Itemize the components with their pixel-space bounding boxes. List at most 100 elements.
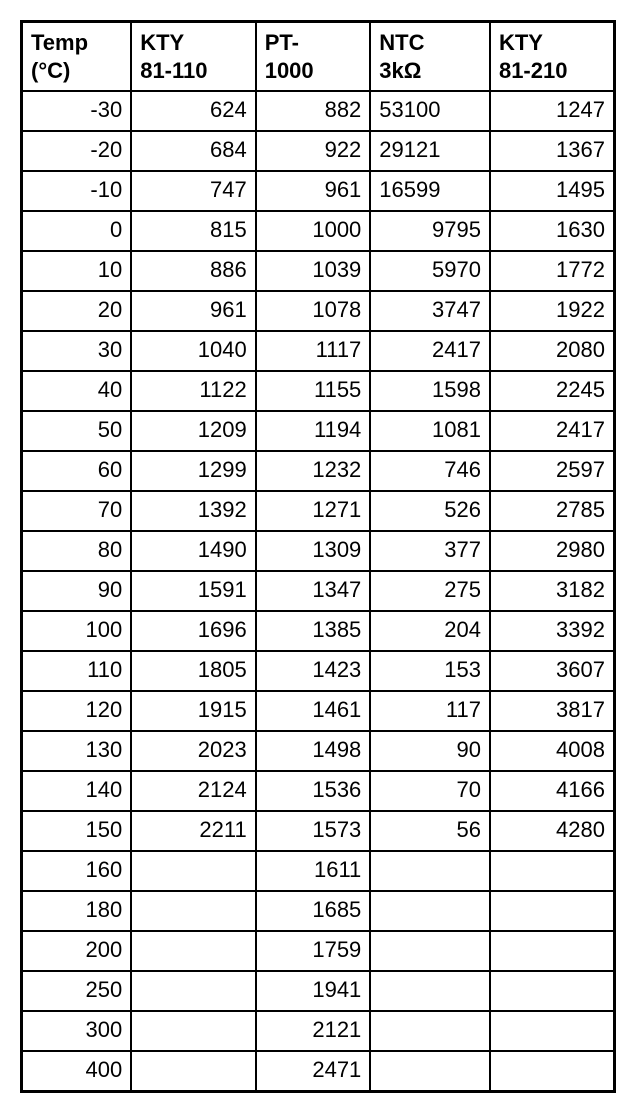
- cell-ntc: 2417: [370, 331, 490, 371]
- cell-pt1000: 1117: [256, 331, 371, 371]
- cell-kty210: 4008: [490, 731, 615, 771]
- table-row: -20684922291211367: [22, 131, 615, 171]
- cell-ntc: 1081: [370, 411, 490, 451]
- cell-temp: 10: [22, 251, 132, 291]
- cell-kty210: 3392: [490, 611, 615, 651]
- cell-pt1000: 2121: [256, 1011, 371, 1051]
- cell-temp: 200: [22, 931, 132, 971]
- cell-pt1000: 882: [256, 91, 371, 131]
- cell-kty210: 4280: [490, 811, 615, 851]
- cell-kty210: 3182: [490, 571, 615, 611]
- table-row: 70139212715262785: [22, 491, 615, 531]
- table-row: 1601611: [22, 851, 615, 891]
- cell-pt1000: 1347: [256, 571, 371, 611]
- table-row: 301040111724172080: [22, 331, 615, 371]
- cell-kty110: [131, 971, 256, 1011]
- table-row: 250 1941: [22, 971, 615, 1011]
- cell-ntc: 377: [370, 531, 490, 571]
- table-row: 1801685: [22, 891, 615, 931]
- cell-pt1000: 1000: [256, 211, 371, 251]
- cell-temp: -30: [22, 91, 132, 131]
- cell-kty110: [131, 891, 256, 931]
- cell-pt1000: 1941: [256, 971, 371, 1011]
- table-row: 300 2121: [22, 1011, 615, 1051]
- cell-kty210: [490, 931, 615, 971]
- cell-kty210: [490, 971, 615, 1011]
- cell-kty210: 4166: [490, 771, 615, 811]
- cell-kty210: 2785: [490, 491, 615, 531]
- cell-kty110: [131, 931, 256, 971]
- cell-kty110: 1591: [131, 571, 256, 611]
- header-line: KTY: [140, 30, 184, 55]
- cell-pt1000: 1536: [256, 771, 371, 811]
- header-line: 81-210: [499, 58, 568, 83]
- cell-temp: 20: [22, 291, 132, 331]
- table-row: 10886103959701772: [22, 251, 615, 291]
- cell-temp: 300: [22, 1011, 132, 1051]
- cell-temp: 100: [22, 611, 132, 651]
- cell-kty110: 624: [131, 91, 256, 131]
- col-header-pt1000: PT- 1000: [256, 22, 371, 92]
- cell-temp: 80: [22, 531, 132, 571]
- cell-kty210: [490, 891, 615, 931]
- cell-kty210: [490, 851, 615, 891]
- cell-pt1000: 1423: [256, 651, 371, 691]
- cell-kty210: 1922: [490, 291, 615, 331]
- col-header-ntc: NTC 3kΩ: [370, 22, 490, 92]
- cell-ntc: 70: [370, 771, 490, 811]
- cell-temp: -10: [22, 171, 132, 211]
- cell-ntc: 90: [370, 731, 490, 771]
- header-line: KTY: [499, 30, 543, 55]
- cell-pt1000: 1611: [256, 851, 371, 891]
- cell-kty110: 1122: [131, 371, 256, 411]
- cell-kty110: 815: [131, 211, 256, 251]
- table-row: 110180514231533607: [22, 651, 615, 691]
- cell-kty210: [490, 1011, 615, 1051]
- cell-kty110: 961: [131, 291, 256, 331]
- cell-ntc: 153: [370, 651, 490, 691]
- cell-kty210: 1247: [490, 91, 615, 131]
- cell-pt1000: 1461: [256, 691, 371, 731]
- cell-kty210: 2417: [490, 411, 615, 451]
- cell-ntc: [370, 1011, 490, 1051]
- table-row: 100169613852043392: [22, 611, 615, 651]
- cell-kty110: 2211: [131, 811, 256, 851]
- cell-kty110: 1696: [131, 611, 256, 651]
- cell-temp: 30: [22, 331, 132, 371]
- header-line: 3kΩ: [379, 58, 421, 83]
- cell-temp: 130: [22, 731, 132, 771]
- cell-kty210: [490, 1051, 615, 1092]
- table-body: -30624882531001247-20684922291211367-107…: [22, 91, 615, 1092]
- cell-ntc: [370, 1051, 490, 1092]
- cell-kty110: 1805: [131, 651, 256, 691]
- cell-temp: 250: [22, 971, 132, 1011]
- cell-kty210: 3607: [490, 651, 615, 691]
- cell-ntc: [370, 931, 490, 971]
- cell-pt1000: 1309: [256, 531, 371, 571]
- table-row: 120191514611173817: [22, 691, 615, 731]
- cell-ntc: 29121: [370, 131, 490, 171]
- cell-kty110: 2023: [131, 731, 256, 771]
- cell-ntc: [370, 851, 490, 891]
- cell-kty110: 1490: [131, 531, 256, 571]
- col-header-temp: Temp (°C): [22, 22, 132, 92]
- cell-ntc: 53100: [370, 91, 490, 131]
- table-row: 400 2471: [22, 1051, 615, 1092]
- cell-kty210: 1630: [490, 211, 615, 251]
- cell-pt1000: 1078: [256, 291, 371, 331]
- cell-pt1000: 922: [256, 131, 371, 171]
- cell-kty110: 2124: [131, 771, 256, 811]
- cell-ntc: 1598: [370, 371, 490, 411]
- cell-pt1000: 1498: [256, 731, 371, 771]
- cell-temp: 110: [22, 651, 132, 691]
- col-header-kty210: KTY 81-210: [490, 22, 615, 92]
- cell-ntc: 526: [370, 491, 490, 531]
- table-row: -10747961165991495: [22, 171, 615, 211]
- table-row: 501209119410812417: [22, 411, 615, 451]
- cell-ntc: 3747: [370, 291, 490, 331]
- cell-kty110: 1040: [131, 331, 256, 371]
- cell-pt1000: 2471: [256, 1051, 371, 1092]
- cell-pt1000: 1573: [256, 811, 371, 851]
- table-row: 80149013093772980: [22, 531, 615, 571]
- cell-temp: 400: [22, 1051, 132, 1092]
